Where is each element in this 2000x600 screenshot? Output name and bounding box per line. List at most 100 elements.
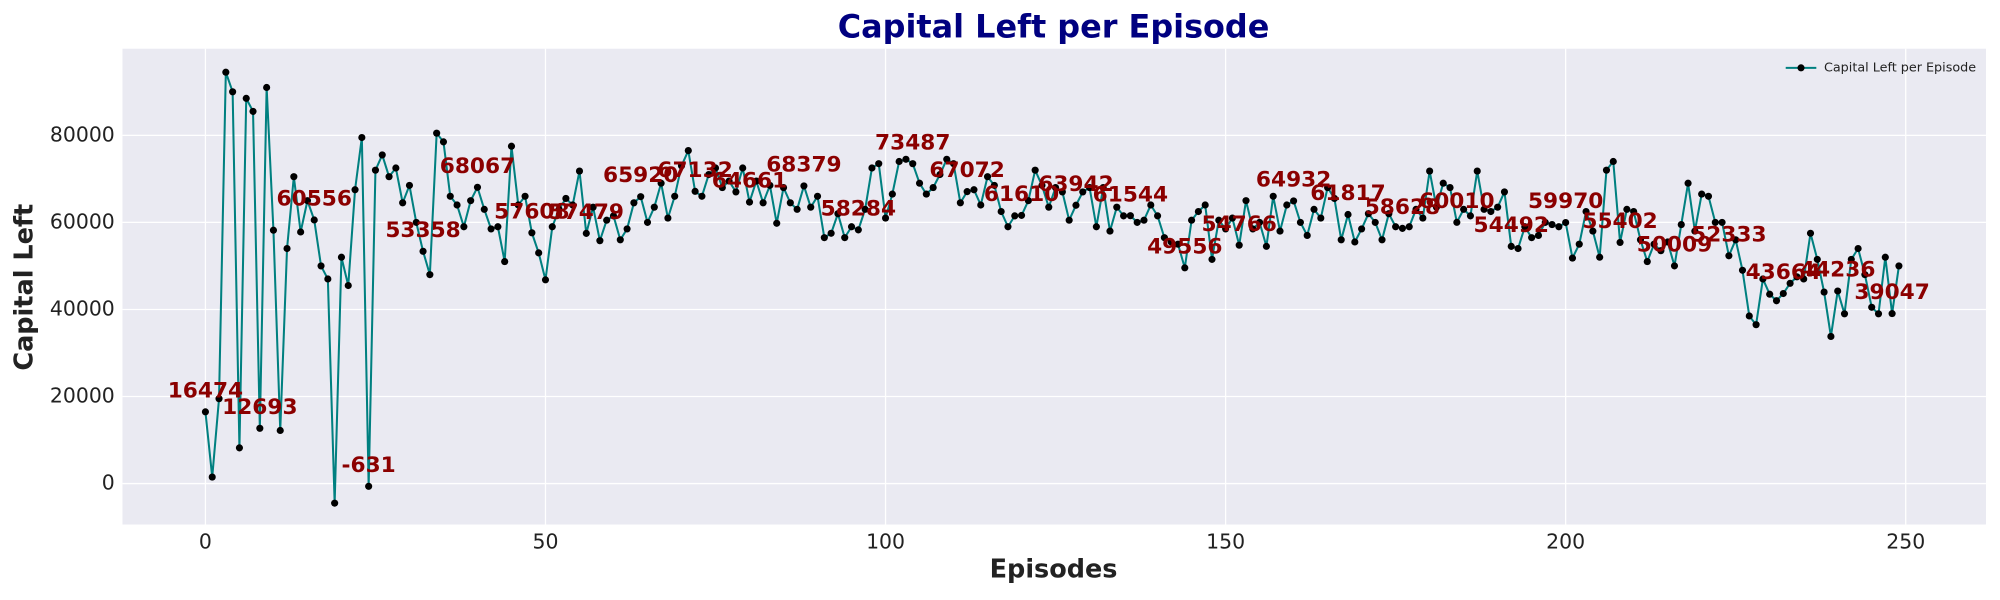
- data-point: [1500, 188, 1509, 196]
- data-point: [1854, 244, 1862, 253]
- data-point: [569, 201, 577, 209]
- data-point: [1466, 212, 1475, 220]
- data-label: 58628: [1365, 195, 1440, 220]
- data-label: 60010: [1419, 189, 1494, 214]
- data-point: [269, 226, 278, 234]
- data-point: [1460, 205, 1468, 213]
- data-point: [936, 170, 944, 179]
- data-label: 54766: [1201, 212, 1276, 237]
- data-label: 68067: [440, 154, 515, 179]
- legend-marker: [1797, 64, 1805, 72]
- data-point: [603, 216, 611, 224]
- grid: 0 20000 40000 60000 80000 0 50 100 150 200 250: [50, 48, 1986, 553]
- data-point: [1691, 227, 1699, 235]
- data-point: [1575, 240, 1583, 248]
- data-point: [827, 229, 835, 237]
- data-point: [664, 214, 672, 222]
- data-point: [922, 190, 930, 198]
- data-point: [1412, 205, 1420, 213]
- data-point: [1364, 210, 1372, 218]
- data-point: [1487, 207, 1495, 216]
- data-point: [1392, 223, 1400, 231]
- data-point: [331, 499, 339, 507]
- data-point: [1766, 290, 1774, 298]
- data-point: [1426, 167, 1434, 175]
- data-point: [807, 203, 815, 211]
- data-point: [1582, 207, 1590, 216]
- x-tick-label: 100: [866, 529, 905, 553]
- data-point: [1154, 212, 1162, 220]
- data-point: [453, 201, 461, 209]
- data-point: [800, 182, 808, 190]
- data-point: [290, 173, 298, 181]
- data-label: 52333: [1691, 222, 1766, 247]
- data-point: [1473, 167, 1481, 175]
- plot-area: [122, 48, 1986, 525]
- data-point: [1874, 310, 1883, 318]
- data-point: [1888, 310, 1896, 318]
- data-label: 57608: [494, 199, 569, 224]
- y-axis-title: Capital Left: [10, 204, 40, 371]
- data-point: [1167, 238, 1175, 246]
- data-point: [235, 444, 244, 452]
- data-point: [1718, 218, 1726, 226]
- data-point: [1140, 216, 1148, 224]
- data-point: [637, 193, 645, 201]
- data-label: 61544: [1093, 182, 1168, 207]
- data-label: 67072: [929, 158, 1004, 183]
- data-point: [834, 210, 842, 218]
- data-point: [1895, 262, 1903, 270]
- data-point: [1385, 210, 1393, 218]
- data-point: [1670, 262, 1679, 270]
- data-point: [1677, 221, 1685, 229]
- x-axis-title: Episodes: [990, 554, 1118, 584]
- x-tick-label: 250: [1886, 529, 1925, 553]
- data-label: 49556: [1147, 234, 1222, 259]
- data-point: [249, 107, 257, 115]
- data-point: [222, 68, 230, 76]
- data-point: [514, 201, 522, 209]
- data-point: [1283, 201, 1291, 209]
- data-point: [1514, 244, 1522, 253]
- data-point: [1072, 201, 1080, 209]
- y-tick-label: 60000: [50, 209, 115, 233]
- data-point: [711, 164, 720, 172]
- data-point: [229, 88, 237, 96]
- y-tick-label: 20000: [50, 384, 115, 408]
- data-point: [1004, 223, 1012, 231]
- data-label: 61610: [984, 182, 1059, 207]
- data-point: [494, 223, 502, 231]
- data-point: [1643, 258, 1651, 266]
- data-point: [1126, 212, 1134, 220]
- data-point: [650, 203, 658, 211]
- data-point: [725, 177, 733, 185]
- data-point: [752, 177, 760, 185]
- data-point: [548, 223, 556, 231]
- data-point: [487, 225, 495, 233]
- data-point: [1120, 212, 1128, 220]
- data-point: [1446, 184, 1454, 192]
- data-point: [1827, 332, 1835, 341]
- data-label: 53358: [385, 218, 460, 243]
- data-point: [739, 164, 747, 172]
- data-line: [204, 71, 1900, 504]
- data-point: [1738, 266, 1747, 274]
- data-point: [854, 226, 862, 234]
- data-point: [555, 205, 563, 213]
- data-point: [1806, 229, 1815, 237]
- data-point: [1507, 242, 1515, 250]
- data-point: [745, 198, 754, 206]
- data-point: [242, 94, 250, 102]
- data-point: [1732, 236, 1740, 244]
- data-point: [1181, 264, 1189, 272]
- data-point: [371, 166, 380, 174]
- data-point: [1684, 179, 1692, 187]
- data-point: [881, 214, 890, 222]
- data-point: [324, 275, 332, 283]
- data-point: [1548, 221, 1556, 229]
- data-point: [1596, 253, 1604, 261]
- data-point: [1650, 240, 1658, 248]
- data-point: [378, 151, 386, 159]
